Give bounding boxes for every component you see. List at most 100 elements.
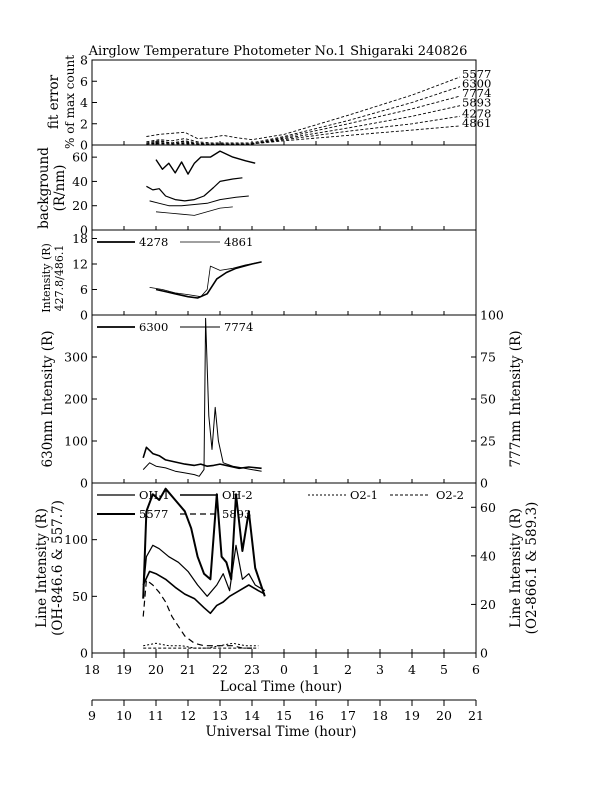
chart-marks: 0246855776300777458934278486102040600612… — [64, 53, 504, 724]
legend-label-4861: 4861 — [224, 235, 253, 249]
ut-xtick-label: 13 — [212, 708, 228, 723]
background-ylabel-1: background — [36, 147, 52, 229]
p427-ytick-label: 12 — [72, 257, 88, 272]
fit-ylabel-2: % of max count — [63, 55, 77, 149]
bg-series-trace-2 — [146, 177, 243, 202]
intensity-630-panel-frame — [91, 314, 477, 484]
legend-p427: 4278 4861 — [97, 235, 253, 249]
line-ytick-right-label: 0 — [480, 646, 488, 661]
local-xtick-label: 3 — [376, 662, 384, 677]
ut-xtick-label: 19 — [404, 708, 420, 723]
ut-xtick-label: 16 — [308, 708, 324, 723]
line-ytick-label: 50 — [72, 589, 88, 604]
line-ytick-right-label: 20 — [480, 597, 496, 612]
legend-p630: 6300 7774 — [97, 320, 253, 334]
ut-xtick-label: 17 — [340, 708, 356, 723]
ut-xtick-label: 9 — [88, 708, 96, 723]
fit-ytick-label: 4 — [80, 95, 88, 110]
p630-ytick-label: 300 — [64, 350, 88, 365]
local-xtick-label: 21 — [180, 662, 196, 677]
p427-series-4861 — [149, 261, 262, 298]
p630-series-6300 — [142, 446, 262, 470]
p630-ylabel-right: 777nm Intensity (R) — [508, 331, 524, 468]
ut-xtick-label: 14 — [244, 708, 260, 723]
p427-ylabel-1: Intensity (R) — [40, 243, 53, 313]
local-xtick-label: 4 — [408, 662, 416, 677]
line-ytick-right-label: 60 — [480, 500, 496, 515]
fit-series-label-6300: 6300 — [462, 77, 491, 91]
p427-ytick-label: 0 — [80, 308, 88, 323]
fit-ytick-label: 8 — [80, 53, 88, 68]
fit-series-label-7774: 7774 — [462, 86, 491, 100]
line-series-oh-2 — [142, 570, 266, 615]
local-xtick-label: 2 — [344, 662, 352, 677]
legend-label-4278: 4278 — [139, 235, 168, 249]
line-ylabel-left-2: (OH-846.6 & 557.7) — [50, 500, 66, 636]
p427-ytick-label: 6 — [80, 282, 88, 297]
p630-ytick-right-label: 25 — [480, 434, 496, 449]
p630-ytick-label: 200 — [64, 392, 88, 407]
local-xtick-label: 19 — [116, 662, 132, 677]
line-series-o2-1 — [143, 642, 259, 649]
ut-xtick-label: 18 — [372, 708, 388, 723]
ut-xtick-label: 10 — [116, 708, 132, 723]
legend-label-6300: 6300 — [139, 320, 168, 334]
legend-label-o2-1: O2-1 — [350, 488, 378, 502]
p630-series-7774 — [142, 317, 262, 477]
fit-series-label-4861: 4861 — [462, 116, 491, 130]
local-xtick-label: 5 — [440, 662, 448, 677]
local-xtick-label: 1 — [312, 662, 320, 677]
legend-label-5577: 5577 — [139, 507, 168, 521]
bg-ytick-label: 20 — [72, 198, 88, 213]
p630-ytick-right-label: 75 — [480, 350, 496, 365]
ut-xtick-label: 15 — [276, 708, 292, 723]
fit-series-5893 — [146, 105, 461, 145]
bg-series-trace-3 — [149, 195, 249, 207]
local-xtick-label: 22 — [212, 662, 228, 677]
fit-ytick-label: 2 — [80, 116, 88, 131]
p630-ytick-right-label: 0 — [480, 476, 488, 491]
ut-xtick-label: 12 — [180, 708, 196, 723]
line-ylabel-left-1: Line Intensity (R) — [34, 508, 50, 628]
line-series-oh-1 — [142, 544, 266, 597]
fit-panel-frame — [91, 59, 477, 146]
legend-label-7774: 7774 — [224, 320, 253, 334]
x-axis-label-local: Local Time (hour) — [220, 679, 342, 695]
bg-series-trace-4 — [155, 206, 233, 216]
p630-ytick-right-label: 50 — [480, 392, 496, 407]
line-series-5577 — [142, 487, 266, 599]
line-ytick-label: 100 — [64, 532, 88, 547]
local-xtick-label: 23 — [244, 662, 260, 677]
local-xtick-label: 20 — [148, 662, 164, 677]
ut-xtick-label: 21 — [468, 708, 484, 723]
ut-xtick-label: 20 — [436, 708, 452, 723]
line-series-5893 — [142, 579, 252, 649]
local-xtick-label: 18 — [84, 662, 100, 677]
p630-ylabel-left: 630nm Intensity (R) — [40, 331, 56, 468]
fit-ytick-label: 6 — [80, 74, 88, 89]
line-ytick-label: 0 — [80, 646, 88, 661]
legend-label-o2-2: O2-2 — [436, 488, 464, 502]
fit-series-label-5893: 5893 — [462, 96, 491, 110]
ut-xtick-label: 11 — [148, 708, 164, 723]
bg-series-trace-1 — [155, 150, 256, 175]
legend-line: OH-1 OH-2 O2-1 O2-2 5577 5893 — [97, 488, 464, 521]
p630-ytick-label: 100 — [64, 434, 88, 449]
bg-ytick-label: 60 — [72, 150, 88, 165]
bg-ytick-label: 40 — [72, 174, 88, 189]
local-xtick-label: 0 — [280, 662, 288, 677]
fit-ylabel-1: fit error — [46, 74, 62, 129]
p427-ylabel-2: 427.8/486.1 — [53, 245, 66, 312]
fit-series-label-5577: 5577 — [462, 67, 491, 81]
fit-series-4861 — [146, 125, 461, 145]
p630-ytick-right-label: 100 — [480, 308, 504, 323]
line-ylabel-right-1: Line Intensity (R) — [508, 508, 524, 628]
p630-ytick-label: 0 — [80, 476, 88, 491]
line-ylabel-right-2: (O2-866.1 & 589.3) — [524, 502, 540, 635]
legend-label-5893: 5893 — [222, 507, 251, 521]
p427-series-4278 — [155, 261, 262, 299]
fit-ytick-label: 0 — [80, 138, 88, 153]
p427-ytick-label: 18 — [72, 231, 88, 246]
chart-title: Airglow Temperature Photometer No.1 Shig… — [88, 44, 468, 59]
